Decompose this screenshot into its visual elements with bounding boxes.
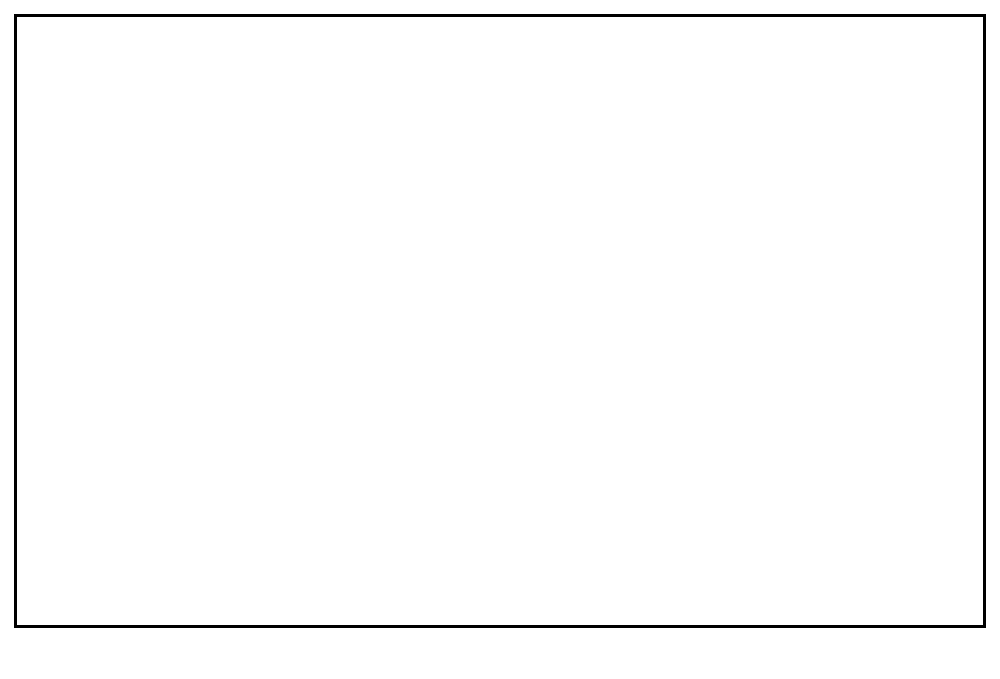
xrd-plot-svg bbox=[62, 30, 970, 580]
plot-area bbox=[62, 30, 970, 580]
